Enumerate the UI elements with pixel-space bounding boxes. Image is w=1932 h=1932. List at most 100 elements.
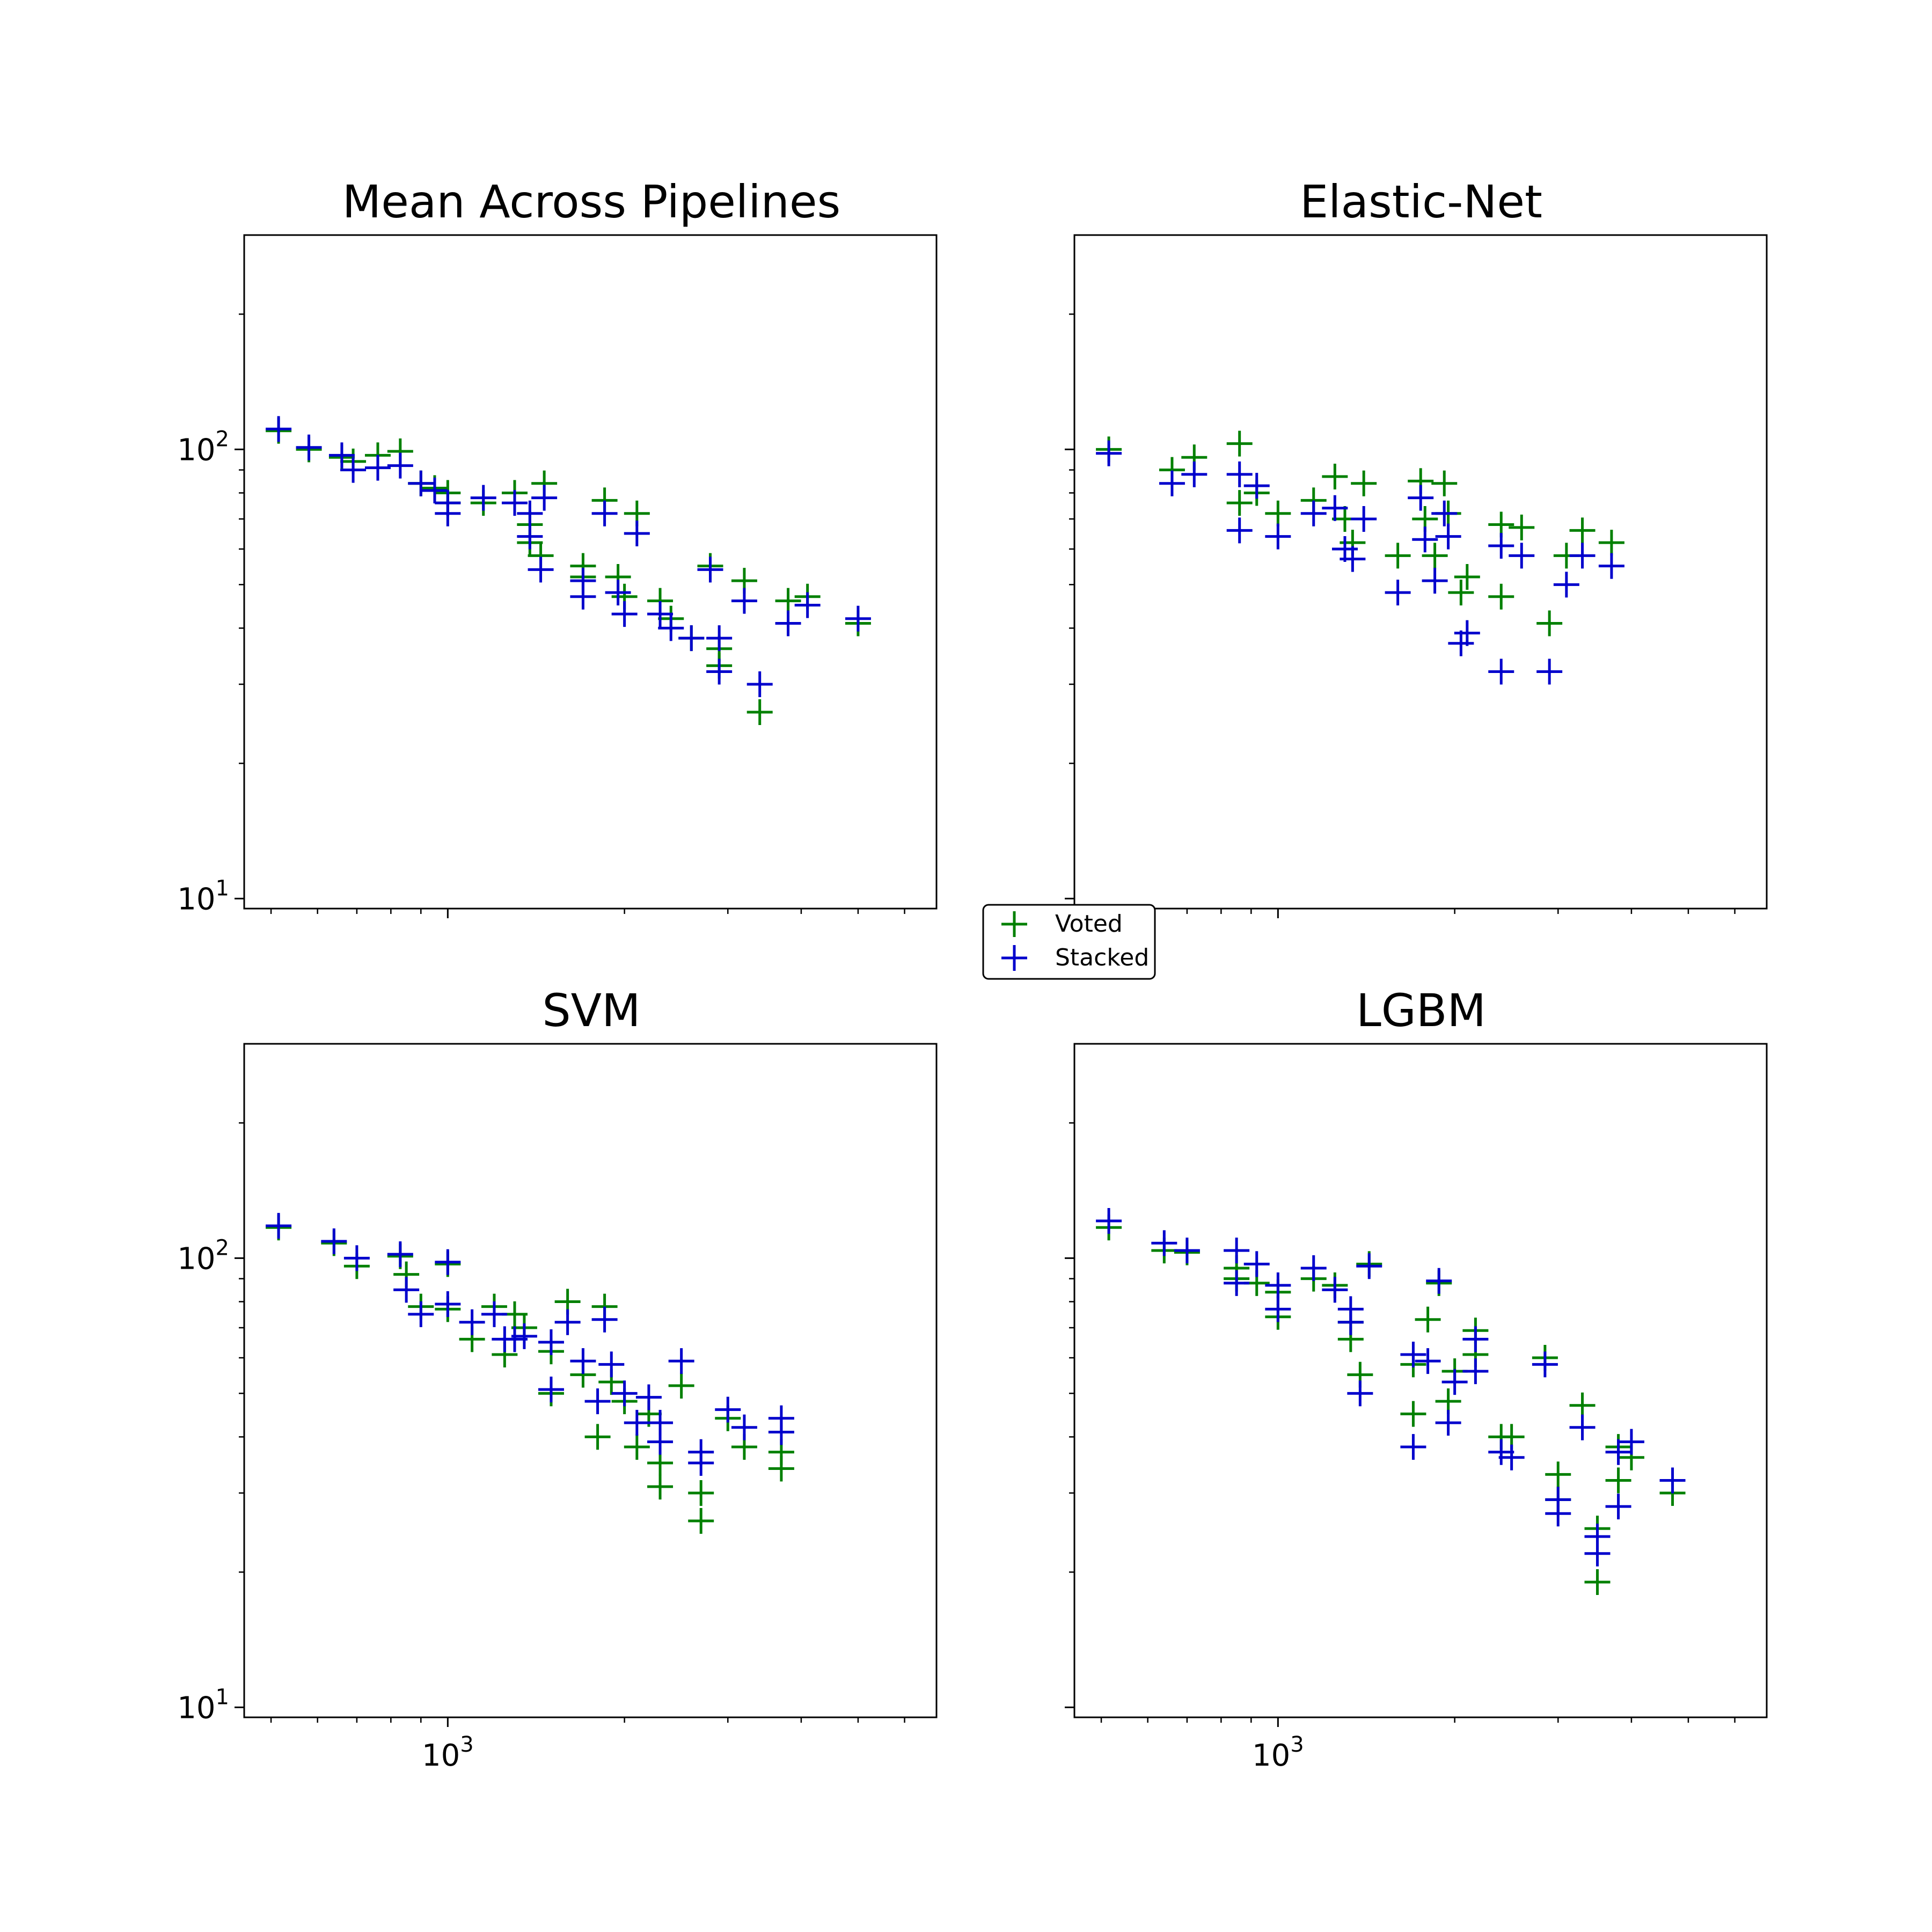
data-point-stacked — [624, 520, 650, 546]
data-point-stacked — [1159, 470, 1185, 496]
data-point-stacked — [1569, 1414, 1596, 1440]
data-point-voted — [668, 1373, 694, 1399]
panel-mean-across-pipelines: Mean Across Pipelines 101 102 — [177, 175, 938, 918]
data-point-stacked — [1498, 1444, 1525, 1470]
data-point-voted — [1545, 1461, 1571, 1488]
data-point-stacked — [668, 1348, 694, 1374]
panel-lgbm: LGBM 103 — [1065, 984, 1768, 1773]
data-point-stacked — [393, 1277, 420, 1303]
data-point-stacked — [481, 1301, 507, 1327]
data-point-stacked — [435, 1249, 461, 1275]
data-point-stacked — [706, 658, 733, 685]
data-point-stacked — [321, 1228, 347, 1255]
data-point-stacked — [1435, 523, 1461, 550]
data-point-stacked — [1462, 1326, 1489, 1352]
data-point-stacked — [1441, 1369, 1468, 1395]
data-point-stacked — [1224, 1238, 1250, 1264]
panel-title: SVM — [542, 984, 640, 1037]
data-point-stacked — [511, 1323, 537, 1349]
data-point-voted — [1536, 610, 1563, 636]
data-point-stacked — [531, 485, 558, 511]
data-point-stacked — [1347, 1380, 1373, 1407]
data-point-stacked — [1096, 440, 1122, 466]
data-point-voted — [1569, 1392, 1596, 1418]
data-point-stacked — [775, 610, 801, 636]
data-point-stacked — [1509, 543, 1535, 569]
panel-title: Mean Across Pipelines — [342, 175, 841, 228]
series-stacked — [1096, 1208, 1686, 1567]
data-point-stacked — [1598, 553, 1624, 579]
data-point-stacked — [343, 1245, 370, 1271]
data-point-voted — [1422, 543, 1448, 569]
data-point-stacked — [678, 625, 705, 652]
data-point-stacked — [408, 470, 434, 496]
data-point-stacked — [1265, 523, 1291, 550]
data-point-voted — [1569, 517, 1596, 544]
data-point-stacked — [768, 1419, 794, 1445]
data-point-voted — [688, 1480, 714, 1506]
plot-frame — [243, 1043, 938, 1718]
x-tick-label: 103 — [422, 1732, 474, 1773]
legend: Voted Stacked — [982, 904, 1156, 980]
data-point-stacked — [731, 588, 757, 614]
data-point-stacked — [387, 452, 413, 479]
data-point-stacked — [1300, 500, 1327, 526]
data-point-stacked — [1385, 580, 1411, 606]
data-point-voted — [1400, 1401, 1426, 1427]
data-point-stacked — [1400, 1342, 1426, 1368]
data-point-stacked — [1322, 1277, 1348, 1303]
data-point-voted — [624, 1434, 650, 1460]
data-point-stacked — [598, 1351, 625, 1378]
data-point-stacked — [591, 500, 618, 526]
data-point-stacked — [528, 557, 554, 583]
data-point-stacked — [1408, 485, 1434, 511]
data-point-stacked — [1265, 1296, 1291, 1322]
panel-svm: SVM 101 102 103 — [177, 984, 938, 1773]
data-point-stacked — [1488, 533, 1514, 559]
data-point-stacked — [647, 1429, 674, 1455]
data-point-stacked — [1605, 1494, 1631, 1520]
data-point-stacked — [1431, 500, 1458, 526]
y-tick-label: 101 — [177, 876, 229, 917]
data-point-stacked — [635, 1384, 662, 1410]
data-point-stacked — [1322, 495, 1348, 521]
data-point-stacked — [1151, 1230, 1177, 1256]
data-point-stacked — [845, 605, 871, 632]
data-point-stacked — [1400, 1434, 1426, 1460]
data-point-voted — [1448, 580, 1474, 606]
data-point-stacked — [1454, 620, 1480, 646]
data-point-voted — [1584, 1569, 1611, 1596]
data-point-stacked — [584, 1388, 611, 1415]
data-point-stacked — [266, 1213, 292, 1239]
data-point-voted — [1509, 514, 1535, 540]
data-point-voted — [1488, 583, 1514, 610]
data-point-stacked — [1488, 1439, 1514, 1465]
data-point-stacked — [1181, 461, 1208, 487]
x-tick-label: 103 — [1252, 1732, 1304, 1773]
data-point-stacked — [435, 1291, 461, 1318]
data-point-stacked — [1243, 473, 1270, 499]
y-tick-label: 102 — [177, 427, 229, 467]
data-point-stacked — [517, 523, 543, 550]
data-point-stacked — [1096, 1208, 1122, 1234]
data-point-stacked — [538, 1377, 564, 1403]
data-point-stacked — [340, 457, 367, 483]
data-point-voted — [1454, 564, 1480, 590]
data-point-stacked — [1415, 1348, 1441, 1374]
data-point-voted — [647, 1474, 674, 1500]
data-point-voted — [775, 588, 801, 614]
data-point-stacked — [1224, 1270, 1250, 1296]
data-point-stacked — [517, 500, 543, 526]
data-point-stacked — [1605, 1439, 1631, 1465]
data-point-stacked — [570, 583, 596, 610]
data-point-stacked — [1584, 1524, 1611, 1550]
data-point-stacked — [328, 442, 355, 469]
data-point-stacked — [731, 1414, 757, 1440]
series-stacked — [1096, 440, 1624, 685]
panel-title: Elastic-Net — [1300, 175, 1542, 228]
data-point-stacked — [605, 580, 631, 606]
data-point-voted — [747, 699, 773, 726]
data-point-voted — [1226, 490, 1253, 516]
data-point-stacked — [364, 455, 391, 481]
